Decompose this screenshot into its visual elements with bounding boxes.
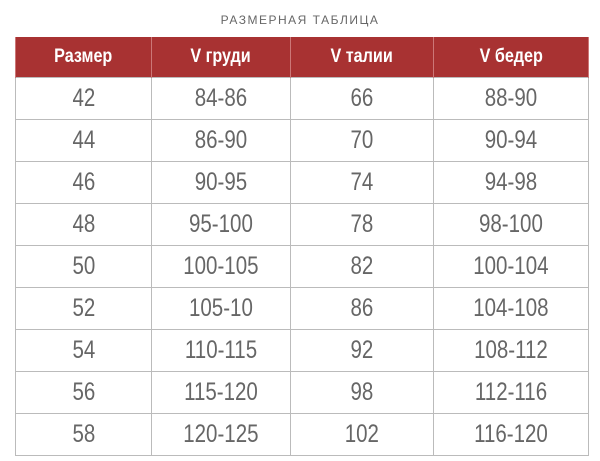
table-cell: 48 (15, 203, 152, 246)
table-cell: 46 (15, 161, 152, 204)
table-cell: 98-100 (433, 203, 589, 246)
table-cell: 105-10 (151, 287, 291, 330)
table-cell: 86-90 (151, 119, 291, 162)
table-cell: 82 (290, 245, 434, 288)
table-cell: 50 (15, 245, 152, 288)
table-cell: 115-120 (151, 371, 291, 414)
table-cell: 94-98 (433, 161, 589, 204)
table-cell: 100-105 (151, 245, 291, 288)
table-row: 46 90-95 74 94-98 (15, 161, 589, 204)
table-cell: 90-95 (151, 161, 291, 204)
table-row: 58 120-125 102 116-120 (15, 413, 589, 456)
table-cell: 84-86 (151, 77, 291, 120)
table-cell: 110-115 (151, 329, 291, 372)
table-cell: 78 (290, 203, 434, 246)
table-cell: 108-112 (433, 329, 589, 372)
table-cell: 92 (290, 329, 434, 372)
table-row: 50 100-105 82 100-104 (15, 245, 589, 288)
table-cell: 54 (15, 329, 152, 372)
header-row: Размер V груди V талии V бедер (15, 37, 589, 78)
table-cell: 88-90 (433, 77, 589, 120)
table-cell: 56 (15, 371, 152, 414)
table-cell: 104-108 (433, 287, 589, 330)
table-row: 42 84-86 66 88-90 (15, 77, 589, 120)
table-row: 56 115-120 98 112-116 (15, 371, 589, 414)
column-header: V талии (290, 37, 434, 78)
table-cell: 102 (290, 413, 434, 456)
table-cell: 70 (290, 119, 434, 162)
column-header: Размер (15, 37, 152, 78)
size-table: Размер V груди V талии V бедер 42 84-86 66… (15, 37, 589, 456)
table-row: 54 110-115 92 108-112 (15, 329, 589, 372)
table-cell: 116-120 (433, 413, 589, 456)
table-cell: 52 (15, 287, 152, 330)
table-cell: 100-104 (433, 245, 589, 288)
column-header: V груди (151, 37, 291, 78)
table-cell: 74 (290, 161, 434, 204)
table-row: 48 95-100 78 98-100 (15, 203, 589, 246)
table-cell: 98 (290, 371, 434, 414)
column-header: V бедер (433, 37, 589, 78)
table-cell: 95-100 (151, 203, 291, 246)
table-cell: 120-125 (151, 413, 291, 456)
table-cell: 66 (290, 77, 434, 120)
table-row: 44 86-90 70 90-94 (15, 119, 589, 162)
table-cell: 90-94 (433, 119, 589, 162)
table-row: 52 105-10 86 104-108 (15, 287, 589, 330)
table-cell: 42 (15, 77, 152, 120)
table-cell: 112-116 (433, 371, 589, 414)
table-cell: 86 (290, 287, 434, 330)
table-cell: 58 (15, 413, 152, 456)
table-cell: 44 (15, 119, 152, 162)
table-title: РАЗМЕРНАЯ ТАБЛИЦА (220, 13, 380, 27)
